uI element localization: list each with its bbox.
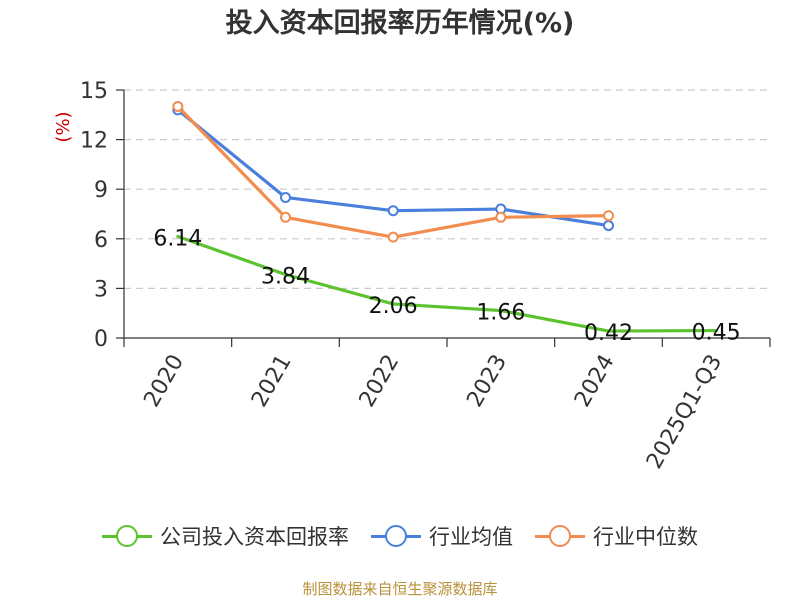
x-tick-label: 2025Q1-Q3	[642, 351, 727, 474]
x-tick-label: 2020	[139, 351, 189, 412]
y-axis-label: (%)	[53, 111, 74, 142]
chart-title: 投入资本回报率历年情况(%)	[225, 8, 575, 39]
x-tick-label: 2021	[247, 351, 297, 412]
y-tick-label: 15	[80, 79, 108, 104]
legend-item[interactable]: 行业均值	[371, 521, 513, 551]
legend-item[interactable]: 行业中位数	[535, 521, 698, 551]
data-label: 2.06	[369, 294, 418, 319]
x-tick-label: 2022	[355, 351, 405, 412]
legend-label: 行业均值	[429, 525, 513, 549]
y-tick-label: 12	[80, 129, 108, 154]
y-tick-label: 0	[94, 327, 108, 352]
y-tick-label: 6	[94, 228, 108, 253]
data-point	[280, 211, 291, 223]
legend-label: 公司投入资本回报率	[160, 525, 349, 549]
y-tick-label: 9	[94, 178, 108, 203]
data-source-note: 制图数据来自恒生聚源数据库	[302, 580, 498, 598]
data-point	[603, 220, 614, 232]
chart-legend: 公司投入资本回报率 行业均值 行业中位数	[0, 516, 800, 556]
series-line	[176, 234, 718, 333]
legend-label: 行业中位数	[593, 525, 698, 549]
data-point	[603, 210, 614, 222]
data-point	[387, 205, 399, 217]
x-tick-label: 2023	[462, 351, 512, 412]
data-point	[172, 101, 184, 113]
data-label: 6.14	[153, 226, 202, 251]
data-label: 1.66	[476, 301, 525, 326]
legend-item[interactable]: 公司投入资本回报率	[102, 521, 349, 551]
series-line	[176, 104, 611, 239]
data-label: 3.84	[261, 265, 310, 290]
data-label: 0.45	[692, 321, 741, 346]
data-label: 0.42	[584, 321, 633, 346]
legend-marker-icon	[371, 524, 421, 548]
x-tick-label: 2024	[570, 351, 620, 412]
data-point	[280, 191, 291, 203]
y-tick-label: 3	[94, 277, 108, 302]
legend-marker-icon	[102, 524, 152, 548]
legend-marker-icon	[535, 524, 585, 548]
data-point	[495, 211, 507, 223]
data-point	[387, 231, 399, 243]
